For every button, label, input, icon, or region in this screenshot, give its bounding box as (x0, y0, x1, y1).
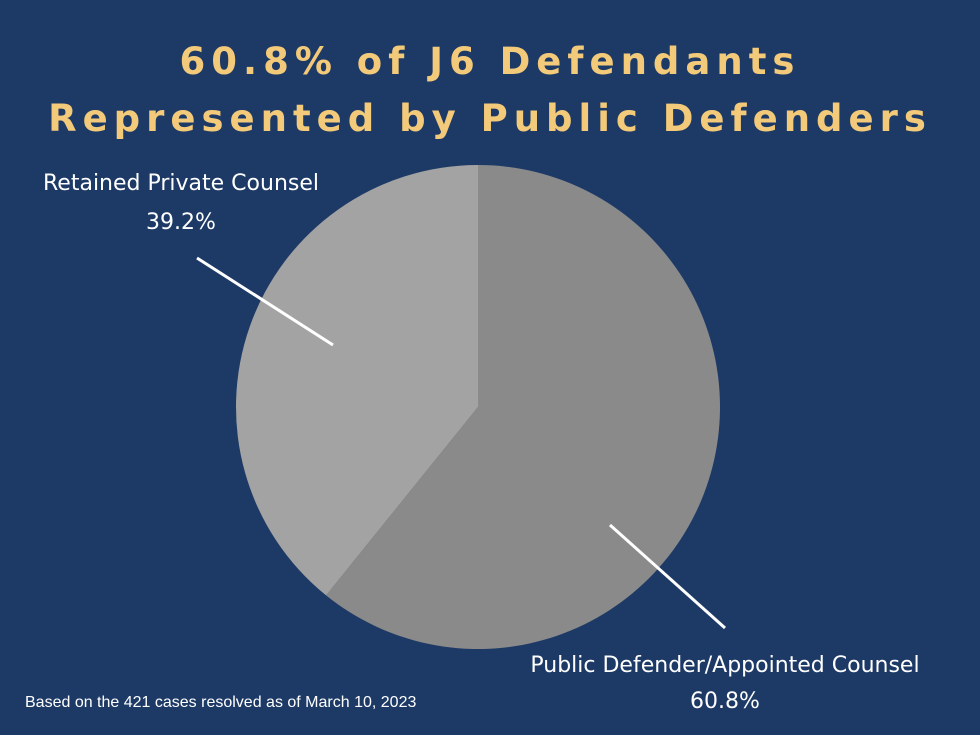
title-line-2: Represented by Public Defenders (48, 97, 932, 140)
slice-label-public-defender: Public Defender/Appointed Counsel (530, 653, 919, 678)
leader-line-retained-private (196, 256, 334, 347)
pie-slice-public-defender (326, 165, 720, 649)
slice-value-retained-private: 39.2% (146, 210, 216, 235)
footnote: Based on the 421 cases resolved as of Ma… (25, 694, 417, 711)
pie-slice-retained-private (236, 165, 478, 596)
title-line-1: 60.8% of J6 Defendants (179, 40, 801, 83)
slice-label-retained-private: Retained Private Counsel (43, 171, 319, 196)
leader-line-public-defender (608, 523, 727, 630)
slice-value-public-defender: 60.8% (690, 689, 760, 714)
